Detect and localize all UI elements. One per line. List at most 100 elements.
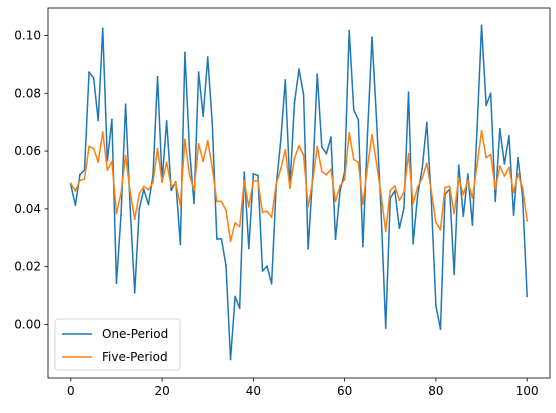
data-point-five-period (439, 228, 442, 231)
data-point-one-period (184, 51, 186, 54)
data-point-five-period (92, 147, 95, 150)
data-point-five-period (485, 156, 488, 159)
data-point-one-period (220, 238, 223, 240)
data-point-one-period (375, 119, 378, 122)
data-point-one-period (489, 92, 492, 95)
data-point-one-period (120, 214, 122, 217)
data-point-five-period (444, 186, 446, 189)
data-point-five-period (238, 225, 241, 228)
data-point-one-period (257, 174, 259, 177)
data-point-five-period (320, 170, 323, 173)
data-point-five-period (334, 200, 337, 203)
data-point-one-period (202, 115, 205, 118)
data-point-one-period (435, 304, 437, 307)
data-point-one-period (412, 242, 414, 245)
data-point-one-period (97, 119, 100, 122)
data-point-five-period (184, 138, 186, 141)
data-point-one-period (407, 91, 410, 94)
data-point-one-period (503, 162, 506, 165)
data-point-one-period (179, 243, 182, 246)
x-tick-label: 20 (154, 384, 169, 398)
data-point-five-period (188, 173, 191, 176)
data-point-five-period (498, 165, 501, 168)
data-point-five-period (503, 175, 506, 177)
data-point-five-period (517, 173, 519, 175)
y-tick-label: 0.00 (14, 318, 41, 332)
data-point-five-period (279, 168, 282, 170)
data-point-five-period (202, 160, 205, 163)
data-point-five-period (389, 189, 392, 192)
data-point-one-period (398, 227, 401, 230)
data-point-one-period (357, 118, 360, 121)
data-point-one-period (453, 273, 456, 276)
data-point-one-period (215, 238, 218, 240)
data-point-one-period (234, 295, 237, 298)
data-point-five-period (266, 210, 268, 213)
data-point-five-period (403, 191, 405, 194)
data-point-five-period (375, 162, 378, 165)
data-point-one-period (325, 152, 328, 155)
data-point-one-period (466, 173, 469, 176)
data-point-five-period (74, 190, 77, 192)
data-point-five-period (421, 177, 424, 180)
data-point-five-period (97, 161, 100, 163)
data-point-five-period (165, 161, 168, 164)
data-point-one-period (211, 123, 214, 125)
legend-label-one-period: One-Period (102, 327, 168, 341)
data-point-one-period (334, 238, 337, 241)
data-point-one-period (393, 189, 396, 192)
data-point-one-period (284, 79, 287, 81)
data-point-one-period (320, 146, 323, 148)
data-point-five-period (174, 182, 177, 185)
data-point-one-period (229, 358, 232, 361)
data-point-one-period (462, 215, 465, 218)
data-point-five-period (161, 181, 163, 183)
data-point-five-period (302, 154, 305, 157)
data-point-five-period (311, 180, 314, 183)
data-point-one-period (252, 173, 255, 175)
legend: One-Period Five-Period (54, 318, 181, 371)
data-point-one-period (79, 173, 81, 176)
x-tick-label: 80 (428, 384, 443, 398)
data-point-five-period (243, 179, 246, 182)
data-point-five-period (508, 166, 510, 169)
data-point-one-period (170, 189, 173, 192)
data-point-one-period (197, 71, 200, 74)
data-point-five-period (425, 162, 428, 165)
data-point-one-period (371, 36, 373, 39)
data-point-five-period (133, 218, 136, 221)
data-point-one-period (115, 282, 118, 285)
data-point-five-period (138, 192, 141, 195)
data-point-one-period (302, 93, 305, 96)
data-point-one-period (330, 136, 332, 139)
data-point-five-period (489, 153, 492, 156)
data-point-five-period (412, 202, 414, 205)
data-point-one-period (421, 167, 424, 170)
data-point-one-period (480, 24, 483, 27)
data-point-five-period (466, 179, 469, 182)
data-point-one-period (512, 214, 515, 216)
data-point-one-period (165, 120, 168, 122)
data-point-one-period (298, 68, 300, 71)
data-point-five-period (361, 203, 364, 206)
data-point-five-period (325, 173, 328, 176)
data-point-five-period (79, 179, 81, 182)
data-point-five-period (120, 192, 122, 195)
data-point-five-period (257, 180, 259, 183)
data-point-one-period (380, 211, 383, 214)
data-point-five-period (494, 188, 497, 191)
data-point-five-period (348, 131, 351, 134)
data-point-one-period (225, 264, 227, 267)
data-point-one-period (74, 204, 77, 207)
data-point-five-period (293, 157, 296, 160)
data-point-one-period (124, 103, 127, 106)
data-point-one-period (384, 327, 387, 329)
data-point-five-period (179, 204, 182, 207)
data-point-five-period (416, 186, 419, 188)
y-tick-label: 0.10 (14, 28, 41, 42)
data-point-one-period (316, 73, 319, 76)
data-point-one-period (238, 307, 241, 310)
data-point-five-period (480, 129, 483, 132)
data-point-five-period (193, 189, 195, 192)
